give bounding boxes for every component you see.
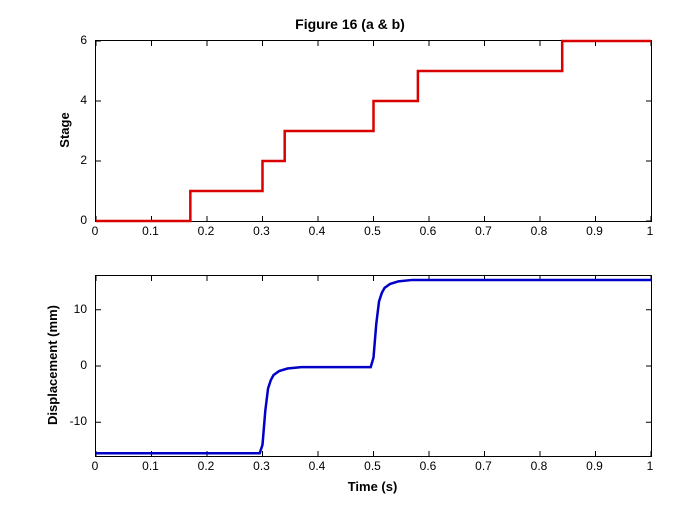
bottom-xlabel: Time (s) bbox=[95, 479, 650, 494]
plot-svg bbox=[96, 276, 651, 456]
x-tick-label: 0.9 bbox=[586, 224, 603, 238]
x-tick-label: 0.6 bbox=[420, 224, 437, 238]
x-tick-label: 0.3 bbox=[253, 224, 270, 238]
y-tick-label: -10 bbox=[70, 414, 87, 428]
figure-container: Figure 16 (a & b) Stage Displacement (mm… bbox=[0, 0, 700, 525]
x-tick-label: 0.4 bbox=[309, 224, 326, 238]
x-tick-label: 0.8 bbox=[531, 224, 548, 238]
x-tick-label: 0.4 bbox=[309, 459, 326, 473]
x-tick-label: 0.5 bbox=[364, 459, 381, 473]
x-tick-label: 0.3 bbox=[253, 459, 270, 473]
bottom-ylabel: Displacement (mm) bbox=[45, 275, 60, 455]
y-tick-label: 0 bbox=[80, 213, 87, 227]
x-tick-label: 0.1 bbox=[142, 459, 159, 473]
x-tick-label: 0 bbox=[92, 224, 99, 238]
x-tick-label: 0.2 bbox=[198, 459, 215, 473]
figure-title: Figure 16 (a & b) bbox=[0, 16, 700, 32]
x-tick-label: 0.9 bbox=[586, 459, 603, 473]
top-subplot bbox=[95, 40, 652, 222]
x-tick-label: 1 bbox=[647, 459, 654, 473]
x-tick-label: 0.7 bbox=[475, 459, 492, 473]
y-tick-label: 4 bbox=[80, 93, 87, 107]
x-tick-label: 0 bbox=[92, 459, 99, 473]
top-ylabel: Stage bbox=[57, 40, 72, 220]
x-tick-label: 0.8 bbox=[531, 459, 548, 473]
x-tick-label: 0.5 bbox=[364, 224, 381, 238]
y-tick-label: 0 bbox=[80, 358, 87, 372]
x-tick-label: 0.6 bbox=[420, 459, 437, 473]
y-tick-label: 2 bbox=[80, 153, 87, 167]
bottom-subplot bbox=[95, 275, 652, 457]
y-tick-label: 10 bbox=[74, 302, 87, 316]
x-tick-label: 1 bbox=[647, 224, 654, 238]
y-tick-label: 6 bbox=[80, 33, 87, 47]
x-tick-label: 0.7 bbox=[475, 224, 492, 238]
plot-svg bbox=[96, 41, 651, 221]
x-tick-label: 0.2 bbox=[198, 224, 215, 238]
x-tick-label: 0.1 bbox=[142, 224, 159, 238]
